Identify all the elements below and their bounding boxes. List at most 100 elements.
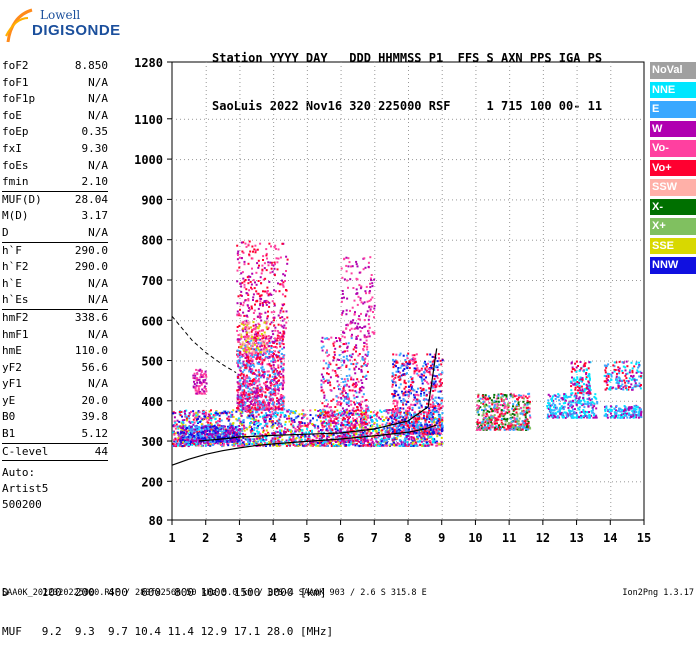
grid-dot: [536, 400, 537, 402]
grid-dot: [441, 146, 443, 147]
grid-dot: [340, 138, 342, 139]
grid-dot: [520, 239, 521, 241]
grid-dot: [374, 114, 376, 115]
grid-dot: [610, 150, 612, 151]
grid-dot: [520, 159, 521, 161]
grid-dot: [239, 170, 241, 171]
grid-dot: [374, 166, 376, 167]
grid-dot: [364, 280, 365, 282]
echo-point: [416, 444, 419, 447]
grid-dot: [374, 182, 376, 183]
echo-point: [370, 437, 373, 440]
grid-dot: [396, 118, 397, 120]
echo-point: [257, 440, 260, 443]
grid-dot: [184, 118, 185, 120]
grid-dot: [239, 214, 241, 215]
echo-point: [309, 430, 312, 432]
grid-dot: [273, 466, 275, 467]
echo-point: [172, 431, 175, 434]
grid-dot: [504, 118, 505, 120]
grid-dot: [276, 481, 277, 483]
grid-dot: [475, 498, 477, 499]
grid-dot: [542, 370, 544, 371]
grid-dot: [268, 360, 269, 362]
echo-point: [331, 415, 334, 418]
grid-dot: [273, 82, 275, 83]
grid-dot: [610, 258, 612, 259]
echo-point: [254, 418, 257, 421]
echo-point: [197, 417, 200, 420]
grid-dot: [205, 234, 207, 235]
grid-dot: [542, 166, 544, 167]
grid-dot: [205, 158, 207, 159]
grid-dot: [460, 239, 461, 241]
echo-point: [343, 443, 346, 446]
grid-dot: [620, 481, 621, 483]
echo-point: [380, 442, 383, 445]
echo-point: [333, 425, 336, 428]
grid-dot: [273, 310, 275, 311]
grid-dot: [628, 481, 629, 483]
echo-point: [210, 419, 213, 422]
grid-dot: [348, 481, 349, 483]
grid-dot: [205, 222, 207, 223]
grid-dot: [205, 338, 207, 339]
grid-dot: [400, 280, 401, 282]
echo-point: [362, 426, 365, 429]
grid-dot: [374, 298, 376, 299]
grid-dot: [320, 199, 321, 201]
grid-dot: [542, 298, 544, 299]
grid-dot: [239, 270, 241, 271]
grid-dot: [509, 502, 511, 503]
grid-dot: [188, 400, 189, 402]
grid-dot: [556, 280, 557, 282]
grid-dot: [284, 159, 285, 161]
grid-dot: [475, 374, 477, 375]
grid-dot: [608, 481, 609, 483]
grid-dot: [475, 362, 477, 363]
echo-point: [274, 437, 277, 440]
grid-dot: [441, 334, 443, 335]
grid-dot: [384, 118, 385, 120]
grid-dot: [476, 159, 477, 161]
echo-point: [286, 428, 289, 431]
echo-point: [221, 445, 224, 448]
echo-point: [371, 425, 374, 428]
grid-dot: [504, 239, 505, 241]
echo-point: [278, 425, 280, 428]
grid-dot: [475, 510, 477, 511]
param-value: N/A: [88, 108, 108, 122]
grid-dot: [374, 478, 376, 479]
grid-dot: [610, 242, 612, 243]
echo-point: [244, 410, 247, 413]
grid-dot: [640, 400, 641, 402]
echo-point: [298, 413, 301, 416]
grid-dot: [441, 154, 443, 155]
grid-dot: [374, 242, 376, 243]
grid-dot: [508, 280, 509, 282]
grid-dot: [524, 400, 525, 402]
echo-point: [314, 426, 316, 429]
echo-point: [396, 435, 399, 438]
grid-dot: [475, 426, 477, 427]
grid-dot: [542, 270, 544, 271]
grid-dot: [464, 360, 465, 362]
grid-dot: [408, 286, 409, 287]
echo-point: [261, 415, 264, 418]
echo-point: [199, 426, 202, 429]
grid-dot: [408, 318, 409, 319]
echo-point: [326, 443, 328, 445]
grid-dot: [404, 360, 405, 362]
grid-dot: [544, 118, 545, 120]
grid-dot: [239, 418, 241, 419]
grid-dot: [440, 280, 441, 282]
echo-point: [276, 413, 279, 416]
grid-dot: [239, 162, 241, 163]
grid-dot: [306, 178, 308, 179]
grid-dot: [306, 410, 308, 411]
echo-point: [246, 437, 249, 440]
grid-dot: [456, 481, 457, 483]
echo-point: [330, 427, 333, 430]
grid-dot: [300, 239, 301, 241]
grid-dot: [239, 142, 241, 143]
